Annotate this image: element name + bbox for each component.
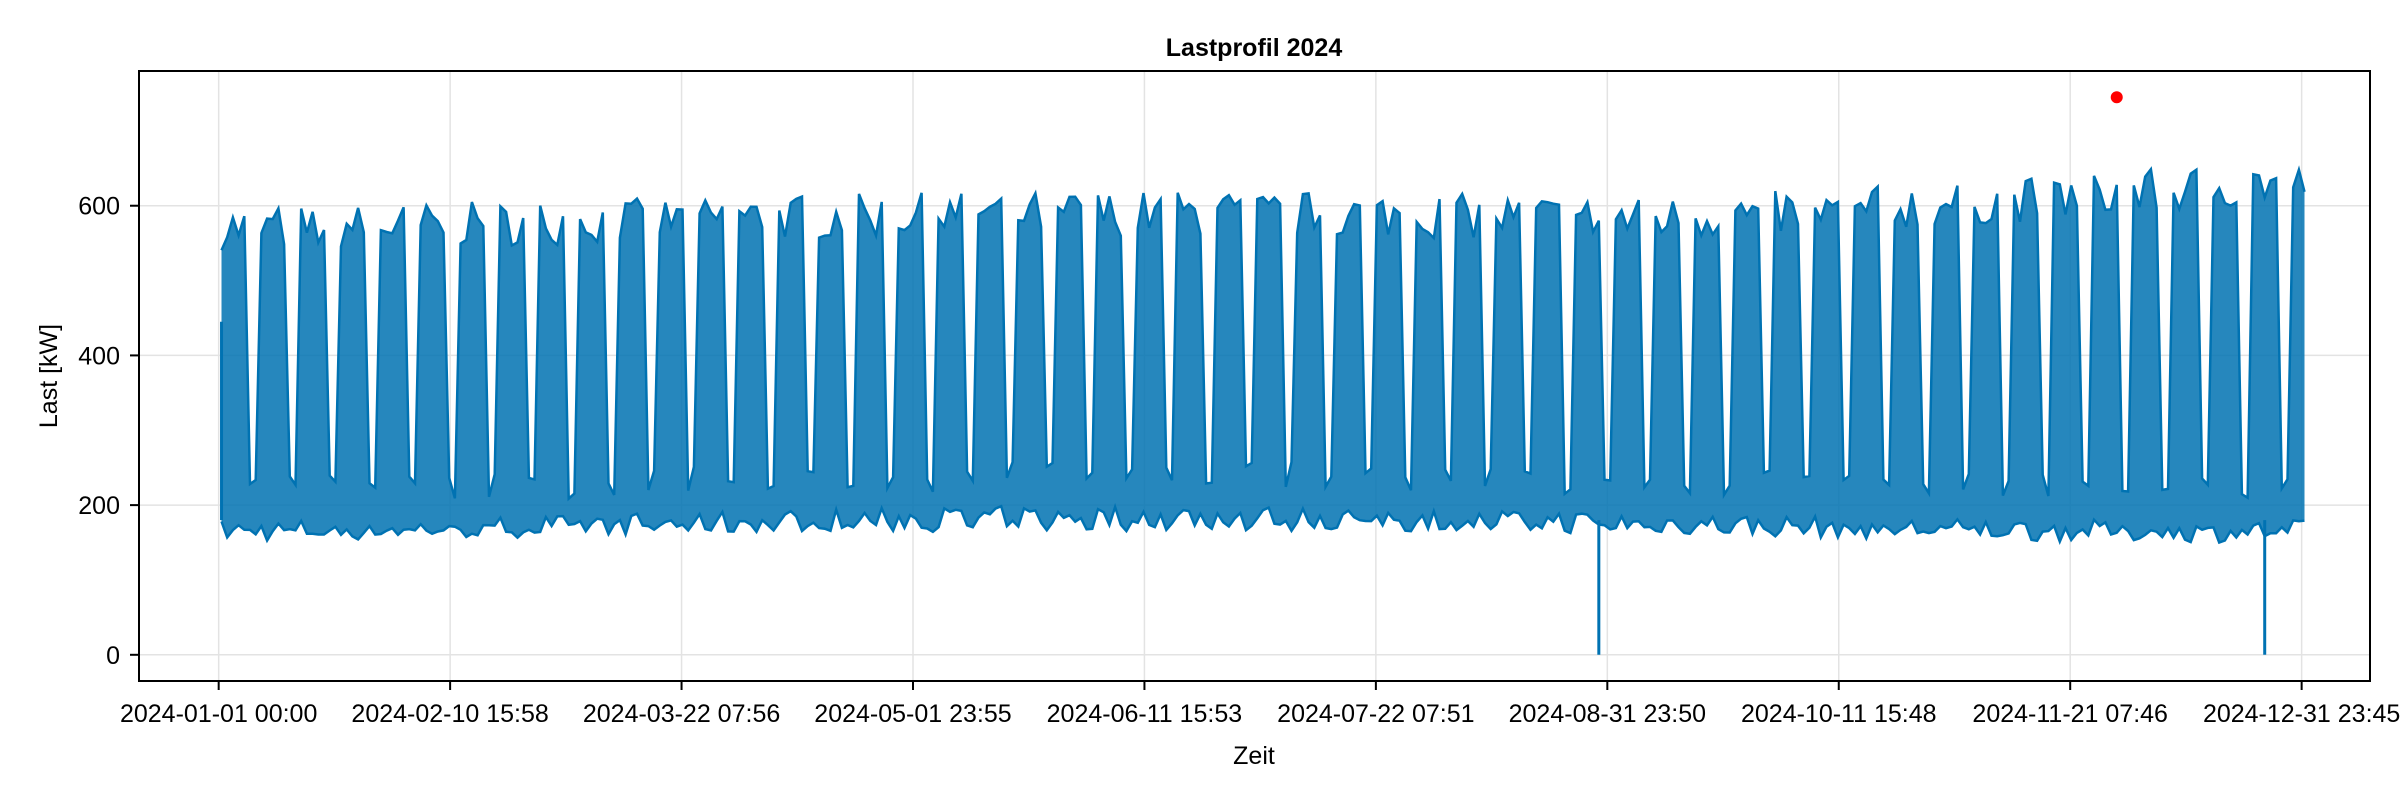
chart-title: Lastprofil 2024: [1166, 34, 1343, 62]
y-tick-label: 600: [78, 193, 120, 221]
x-tick-label: 2024-12-31 23:45: [2203, 700, 2400, 728]
x-tick-label: 2024-01-01 00:00: [120, 700, 317, 728]
y-axis-ticks: 0 200 400 600: [78, 193, 139, 670]
plot-frame: [138, 70, 2371, 682]
x-tick-label: 2024-03-22 07:56: [583, 700, 780, 728]
series-layer: [220, 165, 2306, 655]
x-tick-label: 2024-02-10 15:58: [351, 700, 548, 728]
y-tick-label: 200: [78, 492, 120, 520]
peak-marker: [2110, 91, 2123, 104]
series-line-max: [220, 165, 2306, 502]
marker-layer: [2110, 91, 2123, 104]
series-line-min: [220, 502, 2305, 546]
x-tick-label: 2024-07-22 07:51: [1277, 700, 1474, 728]
x-tick-label: 2024-10-11 15:48: [1741, 700, 1937, 728]
x-tick-label: 2024-05-01 23:55: [814, 700, 1011, 728]
x-axis-label: Zeit: [1233, 742, 1275, 770]
series-envelope-fill: [221, 169, 2305, 543]
x-tick-label: 2024-11-21 07:46: [1972, 700, 2168, 728]
y-tick-label: 0: [106, 642, 120, 670]
y-axis-label: Last [kW]: [35, 324, 63, 428]
y-tick-label: 400: [78, 342, 120, 370]
x-tick-label: 2024-08-31 23:50: [1509, 700, 1706, 728]
x-tick-label: 2024-06-11 15:53: [1047, 700, 1243, 728]
x-axis-ticks: 2024-01-01 00:00 2024-02-10 15:58 2024-03-…: [120, 681, 2400, 728]
